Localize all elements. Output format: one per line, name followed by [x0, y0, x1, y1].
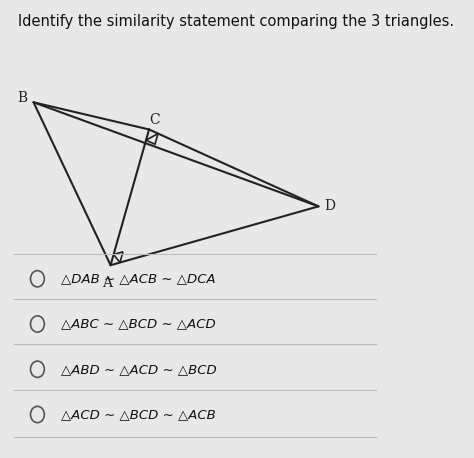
- Text: △DAB ∼ △ACB ∼ △DCA: △DAB ∼ △ACB ∼ △DCA: [61, 272, 215, 285]
- Text: D: D: [325, 199, 336, 213]
- Text: Identify the similarity statement comparing the 3 triangles.: Identify the similarity statement compar…: [18, 14, 454, 29]
- Text: △ABC ∼ △BCD ∼ △ACD: △ABC ∼ △BCD ∼ △ACD: [61, 317, 215, 331]
- Text: B: B: [17, 91, 27, 105]
- Text: C: C: [149, 114, 160, 127]
- Text: △ACD ∼ △BCD ∼ △ACB: △ACD ∼ △BCD ∼ △ACB: [61, 408, 215, 421]
- Text: △ABD ∼ △ACD ∼ △BCD: △ABD ∼ △ACD ∼ △BCD: [61, 363, 216, 376]
- Text: A: A: [102, 276, 112, 290]
